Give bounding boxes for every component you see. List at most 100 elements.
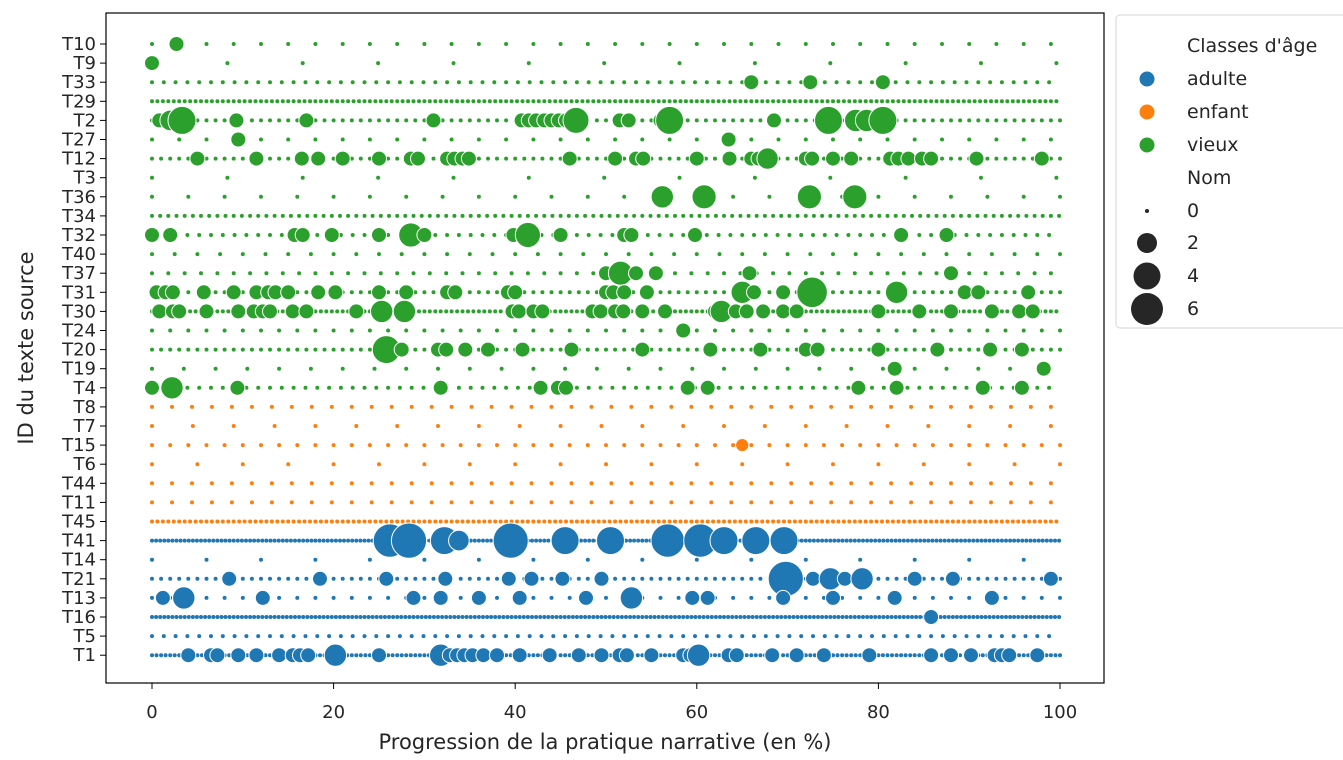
data-point — [275, 99, 280, 104]
data-point — [738, 271, 743, 276]
data-point — [422, 290, 427, 295]
data-point-large — [684, 589, 701, 606]
data-point — [173, 80, 178, 85]
data-point — [583, 615, 588, 619]
data-point — [999, 615, 1004, 619]
data-point — [358, 156, 363, 161]
y-tick-label: T15 — [61, 435, 96, 456]
data-point — [300, 61, 305, 66]
data-point — [362, 213, 367, 218]
data-point — [656, 615, 661, 619]
data-point — [949, 156, 953, 161]
data-point — [150, 481, 154, 486]
data-point — [259, 328, 263, 333]
data-point — [657, 634, 662, 639]
data-point — [476, 118, 481, 123]
data-point — [309, 538, 314, 543]
data-point-large — [1011, 303, 1028, 320]
data-point — [809, 519, 814, 524]
data-point — [194, 538, 199, 543]
data-point-large — [229, 379, 246, 396]
data-point — [350, 634, 355, 639]
data-point — [150, 443, 154, 448]
data-point — [894, 328, 899, 333]
data-point — [656, 519, 661, 524]
data-point — [547, 99, 552, 104]
data-point — [526, 653, 531, 658]
data-point — [901, 213, 906, 218]
data-point — [468, 213, 473, 218]
data-point — [930, 595, 935, 600]
data-point — [700, 309, 705, 314]
data-point — [585, 443, 590, 448]
data-point — [159, 156, 164, 161]
data-point — [445, 80, 450, 85]
data-point-large — [144, 227, 160, 243]
data-point — [590, 653, 595, 658]
data-point — [504, 634, 509, 639]
data-point — [279, 634, 284, 639]
data-point — [1032, 99, 1037, 104]
data-point — [509, 213, 514, 218]
data-point — [272, 538, 277, 543]
data-point — [331, 252, 336, 257]
data-point — [486, 118, 490, 123]
data-point — [436, 213, 440, 218]
data-point — [222, 443, 227, 448]
data-point-large — [1042, 570, 1059, 587]
data-point — [585, 328, 590, 333]
data-point — [223, 213, 228, 218]
data-point — [362, 538, 367, 543]
data-point — [716, 385, 721, 390]
data-point — [186, 538, 191, 543]
data-point — [731, 347, 736, 352]
data-point — [631, 347, 636, 352]
data-point — [917, 653, 922, 658]
data-point — [313, 213, 318, 218]
data-point — [858, 443, 863, 448]
data-point-large — [679, 379, 696, 396]
data-point — [304, 576, 309, 581]
data-point — [963, 615, 968, 619]
data-point — [444, 309, 449, 314]
data-point — [713, 290, 717, 295]
data-point — [313, 137, 318, 142]
data-point — [722, 615, 726, 619]
data-point — [669, 481, 674, 486]
data-point — [831, 99, 835, 104]
data-point — [983, 519, 988, 524]
data-point — [1048, 347, 1053, 352]
data-point — [795, 213, 800, 218]
data-point — [476, 557, 481, 562]
data-point — [1012, 290, 1017, 295]
data-point-large — [154, 589, 171, 606]
data-point — [150, 99, 154, 104]
data-point — [324, 99, 329, 104]
data-point — [746, 213, 751, 218]
data-point — [746, 615, 751, 619]
data-point — [384, 519, 389, 524]
data-point — [188, 519, 193, 524]
data-point — [354, 653, 359, 658]
data-point — [423, 615, 428, 619]
data-point — [244, 615, 248, 619]
data-point — [762, 615, 767, 619]
data-point-large — [728, 647, 745, 664]
data-point — [1048, 309, 1053, 314]
data-point — [897, 615, 902, 619]
y-tick-label: T21 — [61, 569, 96, 590]
data-point — [652, 615, 657, 619]
data-point — [685, 290, 690, 295]
data-point — [728, 385, 733, 390]
data-point — [729, 481, 734, 486]
data-point — [781, 653, 786, 658]
data-point — [338, 80, 343, 85]
data-point — [558, 462, 563, 467]
data-point — [658, 443, 663, 448]
data-point — [244, 233, 249, 237]
data-point — [1030, 156, 1035, 161]
data-point — [775, 233, 780, 237]
data-point-large — [870, 303, 887, 320]
data-point — [195, 653, 200, 658]
data-point — [286, 156, 291, 161]
